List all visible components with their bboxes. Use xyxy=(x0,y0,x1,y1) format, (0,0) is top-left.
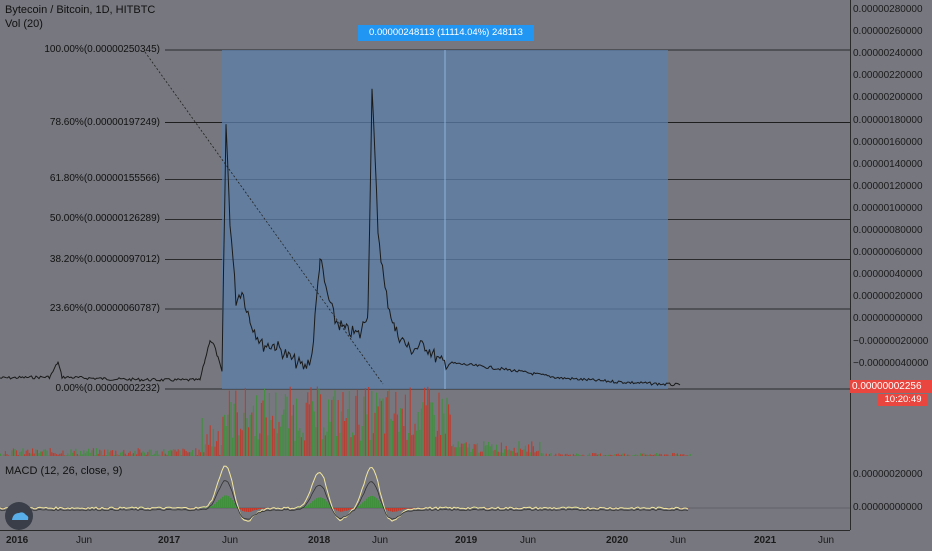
volume-histogram xyxy=(0,387,691,457)
price-tick: 0.00000240000 xyxy=(853,48,923,59)
fib-level-label: 78.60%(0.00000197249) xyxy=(0,117,160,128)
countdown-badge: 10:20:49 xyxy=(878,394,928,406)
price-tick: 0.00000140000 xyxy=(853,159,923,170)
fib-level-label: 23.60%(0.00000060787) xyxy=(0,303,160,314)
current-price-badge: 0.00000002256 xyxy=(850,380,932,393)
time-tick: Jun xyxy=(818,535,834,546)
volume-label: Vol (20) xyxy=(5,18,43,30)
price-tick: 0.00000020000 xyxy=(853,291,923,302)
measure-tooltip: 0.00000248113 (11114.04%) 248113 xyxy=(358,25,534,41)
macd-tick: 0.00000020000 xyxy=(853,469,923,480)
macd-label: MACD (12, 26, close, 9) xyxy=(5,465,122,477)
time-tick: Jun xyxy=(372,535,388,546)
fib-level-label: 38.20%(0.00000097012) xyxy=(0,254,160,265)
fib-level-label: 100.00%(0.00000250345) xyxy=(0,44,160,55)
fib-level-label: 0.00%(0.00000002232) xyxy=(0,383,160,394)
fib-level-label: 50.00%(0.00000126289) xyxy=(0,213,160,224)
price-tick: 0.00000200000 xyxy=(853,92,923,103)
macd-histogram xyxy=(2,495,690,512)
price-tick: 0.00000040000 xyxy=(853,269,923,280)
logo-icon[interactable] xyxy=(5,502,33,530)
price-tick: 0.00000060000 xyxy=(853,247,923,258)
time-tick: Jun xyxy=(670,535,686,546)
signal-line xyxy=(0,481,688,520)
price-axis[interactable]: 0.00000280000 0.00000260000 0.00000240000 0… xyxy=(850,0,932,530)
price-tick: 0.00000120000 xyxy=(853,181,923,192)
time-axis[interactable]: 2016 Jun 2017 Jun 2018 Jun 2019 Jun 2020 Jun 2021 J… xyxy=(0,530,850,551)
price-tick: 0.00000260000 xyxy=(853,26,923,37)
time-tick: Jun xyxy=(222,535,238,546)
time-tick: 2020 xyxy=(606,535,628,546)
price-tick: −0.00000020000 xyxy=(853,336,928,347)
time-tick: Jun xyxy=(520,535,536,546)
price-tick: 0.00000000000 xyxy=(853,313,923,324)
price-tick: 0.00000160000 xyxy=(853,137,923,148)
chart-title: Bytecoin / Bitcoin, 1D, HITBTC xyxy=(5,4,155,16)
price-tick: 0.00000220000 xyxy=(853,70,923,81)
price-tick: 0.00000100000 xyxy=(853,203,923,214)
macd-pane[interactable] xyxy=(0,460,850,530)
price-tick: 0.00000280000 xyxy=(853,4,923,15)
time-tick: 2018 xyxy=(308,535,330,546)
fib-level-label: 61.80%(0.00000155566) xyxy=(0,173,160,184)
price-tick: 0.00000080000 xyxy=(853,225,923,236)
time-tick: 2016 xyxy=(6,535,28,546)
time-tick: 2019 xyxy=(455,535,477,546)
time-tick: 2021 xyxy=(754,535,776,546)
macd-tick: 0.00000000000 xyxy=(853,502,923,513)
time-tick: Jun xyxy=(76,535,92,546)
time-tick: 2017 xyxy=(158,535,180,546)
price-tick: −0.00000040000 xyxy=(853,358,928,369)
price-tick: 0.00000180000 xyxy=(853,115,923,126)
